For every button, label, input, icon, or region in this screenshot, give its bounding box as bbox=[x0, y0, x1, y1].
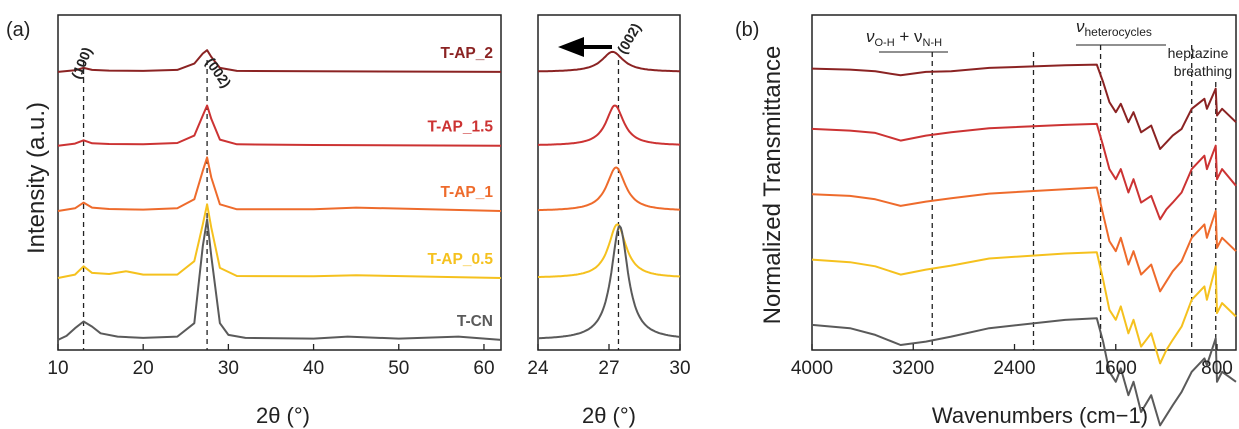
inset-xlabel: 2θ (°) bbox=[582, 403, 636, 428]
inset-series-t-ap-1 bbox=[538, 166, 681, 212]
panel-a-series-labels: T-AP_2 T-AP_1.5 T-AP_1 T-AP_0.5 T-CN bbox=[428, 45, 494, 330]
panel-b-series-t-ap-0-5 bbox=[811, 251, 1237, 365]
inset-tick-label-30: 30 bbox=[669, 358, 690, 379]
annotation-100: (100) bbox=[68, 45, 95, 81]
annotation-heterocycles: νheterocycles bbox=[1076, 17, 1166, 46]
panel-a-label: (a) bbox=[6, 19, 30, 41]
panel-b-reference-lines bbox=[931, 45, 1217, 350]
panel-b-series-group bbox=[811, 63, 1237, 427]
shift-arrow-head bbox=[558, 37, 584, 57]
panel-b-series-t-ap-1 bbox=[811, 186, 1237, 293]
panel-b-series-t-ap-1-5 bbox=[811, 122, 1237, 221]
inset-series-t-ap-0-5 bbox=[538, 223, 681, 278]
panel-b-tick-label-1600: 1600 bbox=[1095, 358, 1137, 379]
panel-a-series-t-ap-1 bbox=[57, 156, 502, 212]
panel-a-series-label-t-ap-1: T-AP_1 bbox=[440, 184, 493, 201]
panel-b-xlabel: Wavenumbers (cm−1) bbox=[932, 403, 1148, 428]
panel-a-tick-label-50: 50 bbox=[388, 358, 409, 379]
panel-a-series-t-ap-2 bbox=[57, 49, 502, 73]
panel-b-tick-label-800: 800 bbox=[1201, 358, 1233, 379]
svg-text:νheterocycles: νheterocycles bbox=[1076, 17, 1152, 39]
oh-subscript: O-H bbox=[875, 37, 895, 49]
panel-a: (a) Intensity (a.u.) T-AP_2T-AP_1.5T-AP_… bbox=[6, 14, 502, 428]
panel-a-series-t-ap-1-5 bbox=[57, 104, 502, 147]
panel-a-tick-label-60: 60 bbox=[473, 358, 494, 379]
inset-annotation-002: (002) bbox=[614, 20, 644, 56]
panel-a-series-group bbox=[57, 49, 502, 341]
inset-tick-label-27: 27 bbox=[598, 358, 619, 379]
panel-b-frame bbox=[811, 14, 1237, 351]
panel-b-ylabel: Normalized Transmittance bbox=[759, 46, 786, 325]
panel-a-reference-lines bbox=[82, 60, 208, 350]
panel-a-series-t-ap-0-5 bbox=[57, 203, 502, 279]
panel-a-ylabel: Intensity (a.u.) bbox=[23, 102, 50, 254]
nh-subscript: N-H bbox=[923, 37, 943, 49]
panel-a-xaxis: 10 20 30 40 50 60 bbox=[47, 344, 495, 379]
inset-series-t-cn bbox=[538, 224, 681, 340]
panel-a-series-label-t-ap-0-5: T-AP_0.5 bbox=[428, 251, 494, 268]
inset-xaxis: 24 27 30 bbox=[527, 344, 691, 379]
panel-a-xlabel: 2θ (°) bbox=[256, 403, 310, 428]
panel-a-series-label-t-ap-2: T-AP_2 bbox=[440, 45, 493, 62]
breathing-label: breathing bbox=[1174, 63, 1232, 79]
panel-a-tick-label-10: 10 bbox=[47, 358, 68, 379]
panel-a-frame bbox=[57, 14, 502, 351]
shift-arrow bbox=[558, 37, 612, 57]
panel-b: (b) Normalized Transmittance νO-H + νN-H… bbox=[735, 14, 1237, 428]
inset-series-t-ap-2 bbox=[537, 50, 680, 73]
svg-text:νO-H + νN-H: νO-H + νN-H bbox=[866, 27, 942, 49]
inset-series-group bbox=[537, 50, 681, 340]
panel-b-label: (b) bbox=[735, 19, 759, 41]
annotation-oh-nh: νO-H + νN-H bbox=[866, 27, 948, 53]
inset-series-t-ap-1-5 bbox=[538, 104, 680, 146]
panel-b-tick-label-2400: 2400 bbox=[993, 358, 1035, 379]
panel-a-tick-label-20: 20 bbox=[133, 358, 154, 379]
panel-a-series-t-cn bbox=[57, 218, 502, 341]
panel-b-tick-label-4000: 4000 bbox=[791, 358, 833, 379]
inset-frame bbox=[537, 14, 681, 351]
panel-a-series-label-t-ap-1-5: T-AP_1.5 bbox=[428, 119, 494, 136]
plus-nu: + ν bbox=[895, 27, 923, 46]
panel-b-tick-label-3200: 3200 bbox=[892, 358, 934, 379]
panel-a-inset: (002) 24 27 30 2θ (°) bbox=[527, 14, 691, 428]
nu-symbol-2: ν bbox=[1076, 17, 1085, 36]
panel-a-series-label-t-cn: T-CN bbox=[457, 313, 493, 330]
panel-a-tick-label-30: 30 bbox=[218, 358, 239, 379]
inset-tick-label-24: 24 bbox=[527, 358, 549, 379]
panel-a-tick-label-40: 40 bbox=[303, 358, 324, 379]
panel-b-series-t-cn bbox=[811, 317, 1237, 427]
nu-symbol: ν bbox=[866, 27, 875, 46]
heptazine-label: heptazine bbox=[1168, 45, 1229, 61]
panel-b-series-t-ap-2 bbox=[811, 63, 1237, 150]
panel-b-xaxis: 4000 3200 2400 1600 800 bbox=[791, 344, 1233, 379]
heterocycles-subscript: heterocycles bbox=[1085, 25, 1152, 39]
